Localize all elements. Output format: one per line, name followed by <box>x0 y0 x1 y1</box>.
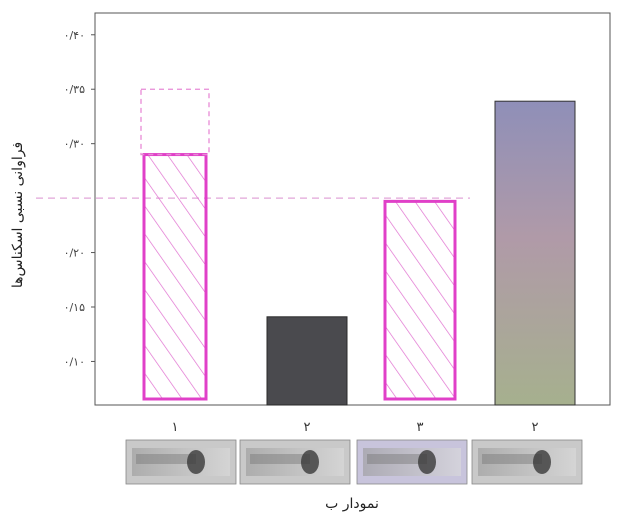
y-axis-title: فراوانی نسبی اسکناس‌ها <box>10 142 26 288</box>
y-tick-label: ۰/۲۰ <box>64 247 85 260</box>
banknote-thumbnail-2 <box>239 439 351 485</box>
bar-1 <box>142 153 208 401</box>
portrait-icon <box>418 450 436 474</box>
portrait-icon <box>301 450 319 474</box>
category-labels: ۱ ۲ ۳ ۲ <box>172 420 539 435</box>
x-axis-title: نمودار ب <box>325 496 379 512</box>
portrait-icon <box>533 450 551 474</box>
y-tick-label: ۰/۱۵ <box>64 301 86 314</box>
x-tick-label: ۲ <box>304 420 311 435</box>
bars <box>140 88 576 406</box>
banknote-thumbnails <box>125 439 583 485</box>
bar-2 <box>266 316 348 406</box>
y-tick-label: ۰/۴۰ <box>64 29 85 42</box>
y-tick-label: ۰/۱۰ <box>64 355 85 368</box>
banknote-thumbnail-4 <box>471 439 583 485</box>
plot-frame <box>94 12 611 406</box>
x-tick-label: ۱ <box>172 420 179 435</box>
x-tick-label: ۲ <box>532 420 539 435</box>
y-ticks: ۰/۱۰ ۰/۱۵ ۰/۲۰ ۰/۳۰ ۰/۳۵ ۰/۴۰ <box>64 29 95 368</box>
y-tick-label: ۰/۳۰ <box>64 138 85 151</box>
portrait-icon <box>187 450 205 474</box>
bar-1-previous-outline <box>140 88 210 156</box>
x-tick-label: ۳ <box>417 420 424 435</box>
y-tick-label: ۰/۳۵ <box>64 83 86 96</box>
bar-4 <box>494 100 576 406</box>
bar-3 <box>383 199 457 401</box>
banknote-thumbnail-3 <box>356 439 468 485</box>
banknote-thumbnail-1 <box>125 439 237 485</box>
